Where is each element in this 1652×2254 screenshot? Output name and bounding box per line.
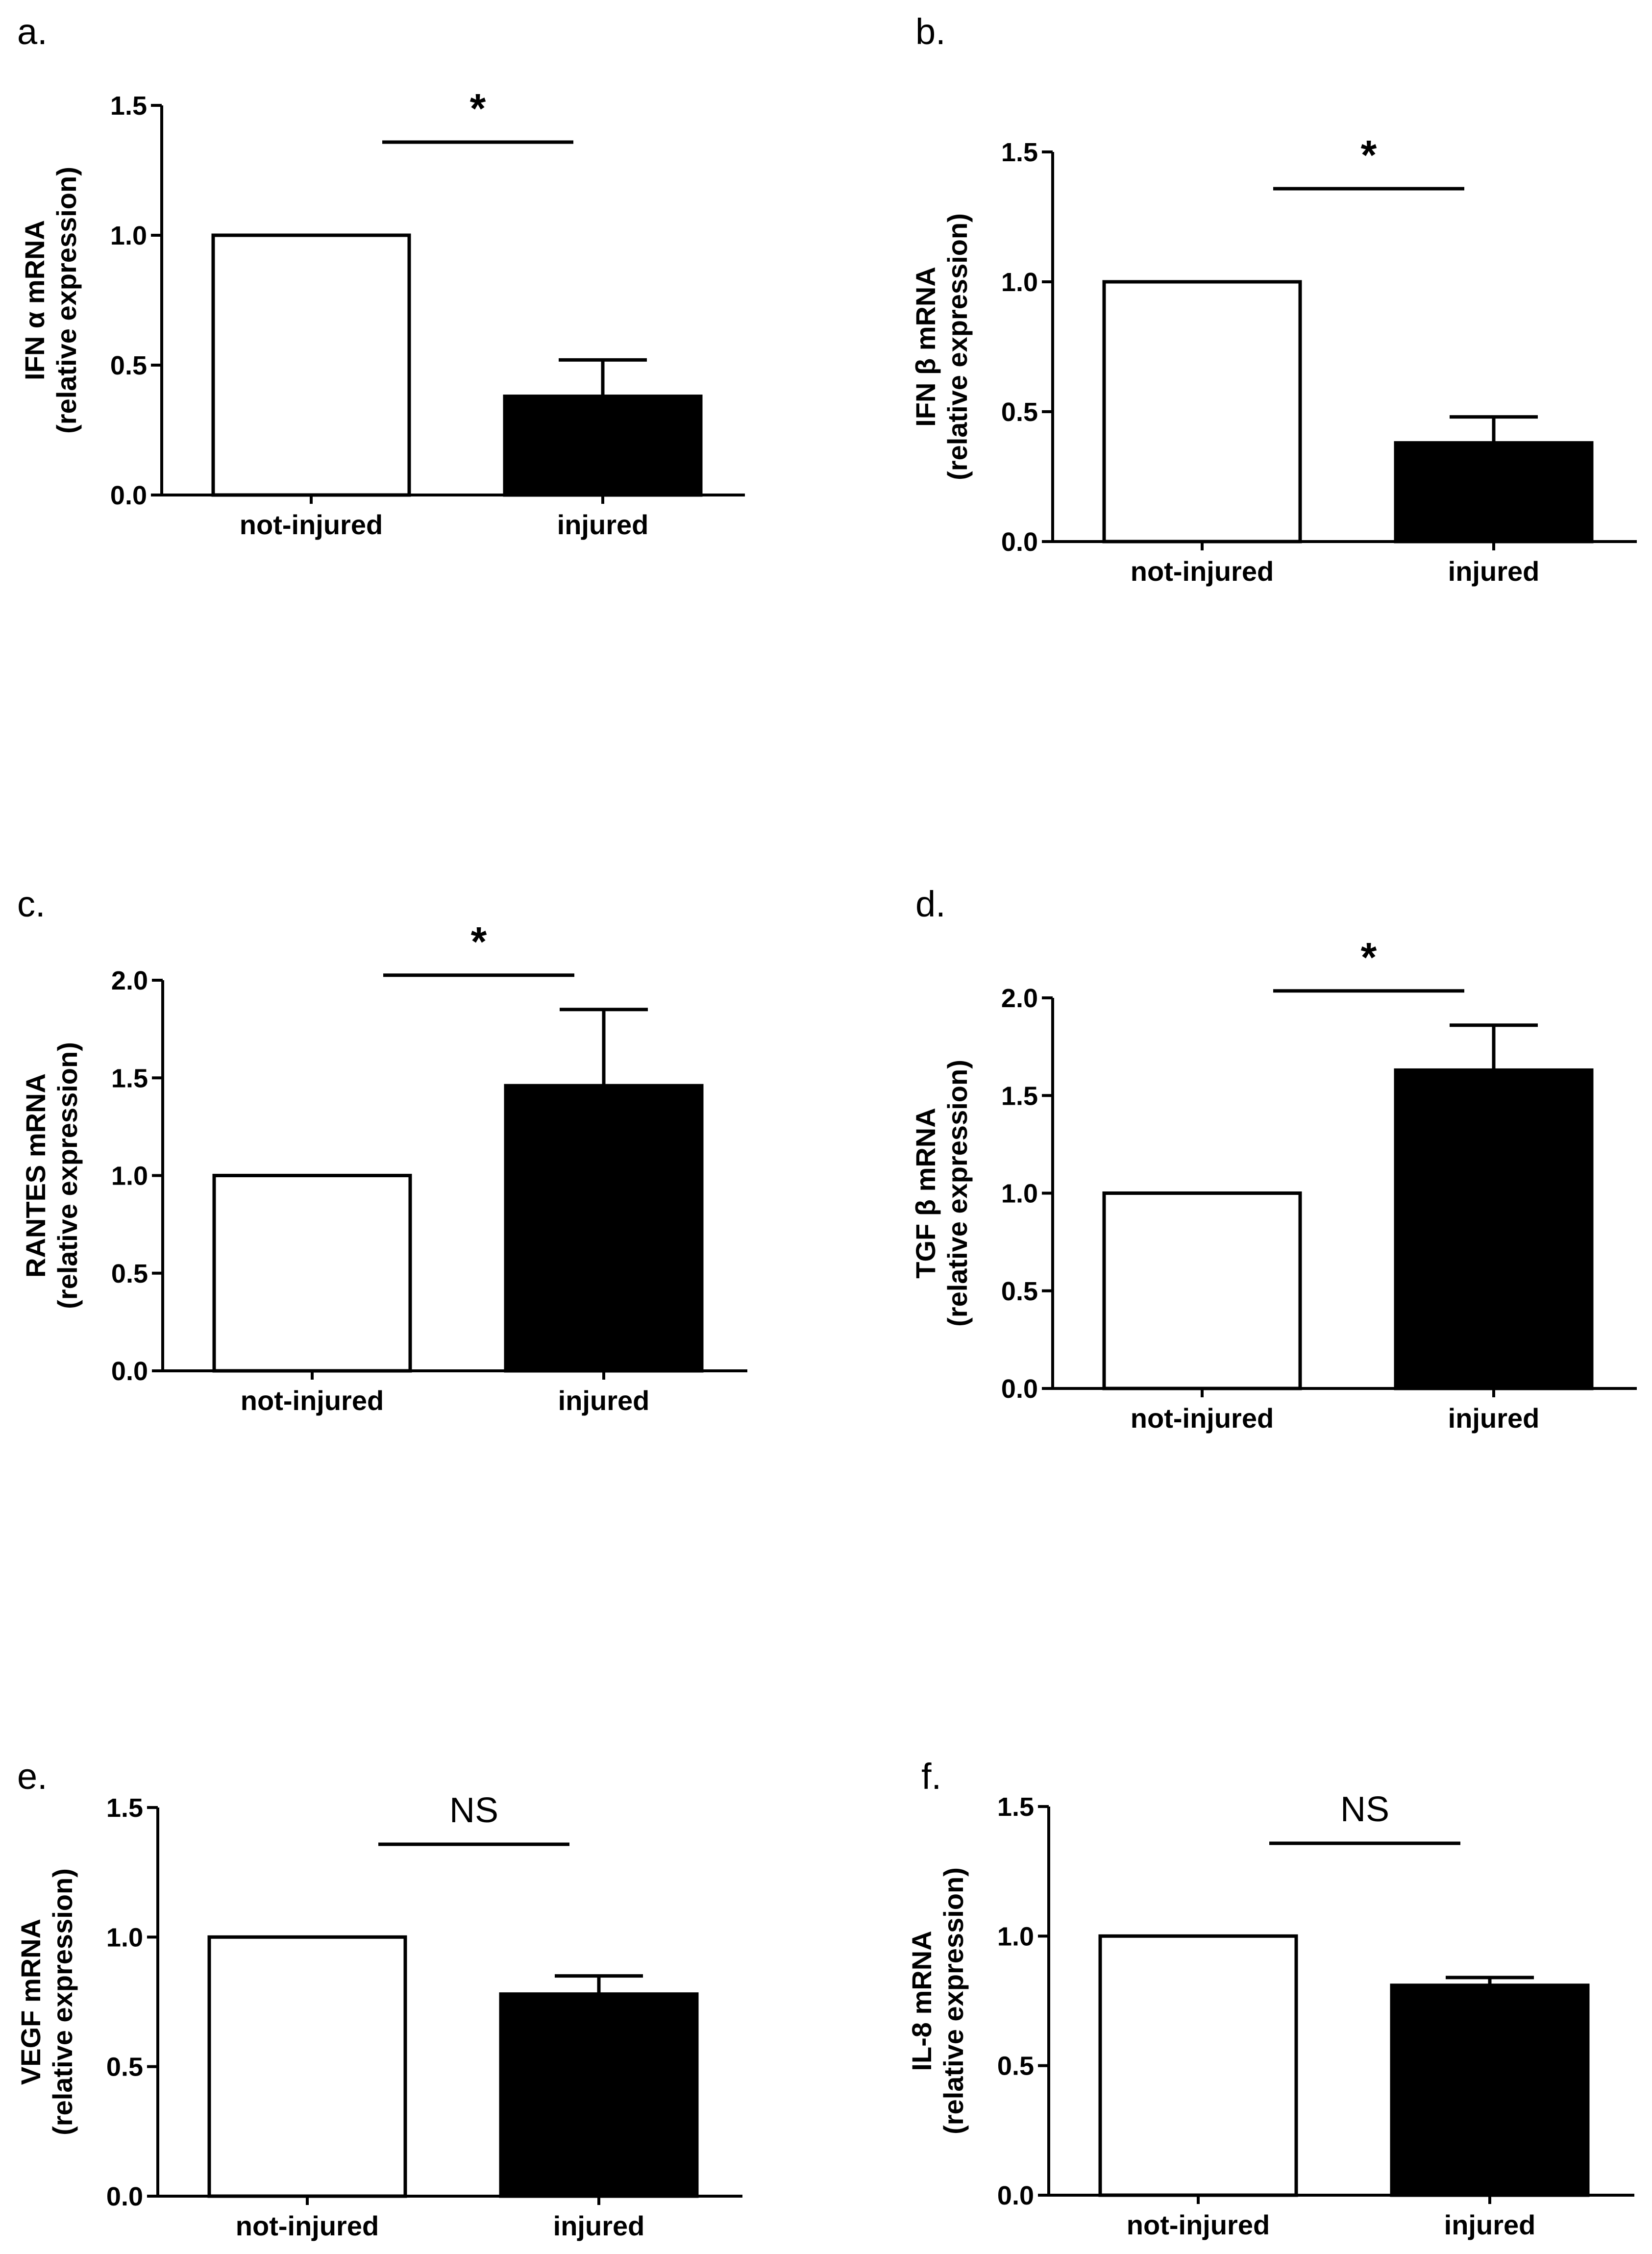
y-tick-label: 0.0 — [111, 1357, 148, 1386]
significance-marker: NS — [1340, 1790, 1389, 1829]
y-tick-label: 0.5 — [106, 2053, 143, 2082]
y-tick-label: 0.5 — [110, 351, 147, 380]
y-tick-label: 2.0 — [111, 966, 148, 995]
panel-label: e. — [17, 1756, 48, 1797]
bar-not-injured — [1098, 1934, 1298, 2197]
y-axis-title: VEGF mRNA — [15, 1919, 46, 2085]
x-tick-label: injured — [558, 1385, 650, 1416]
significance-marker: * — [1361, 132, 1377, 178]
significance-marker: * — [1361, 934, 1377, 980]
significance-marker: * — [470, 85, 486, 131]
bar-not-injured — [211, 233, 411, 497]
y-tick-label: 0.0 — [106, 2182, 143, 2211]
y-tick-label: 0.5 — [1001, 1277, 1038, 1306]
y-tick-label: 0.5 — [111, 1259, 148, 1288]
panel-label: b. — [915, 11, 946, 52]
y-tick-label: 1.5 — [1001, 1081, 1038, 1111]
y-axis-subtitle: (relative expression) — [938, 1867, 969, 2134]
y-tick-label: 0.5 — [997, 2052, 1034, 2081]
panel-label: c. — [17, 884, 46, 924]
x-tick-label: injured — [1444, 2209, 1536, 2240]
x-tick-label: not-injured — [236, 2210, 379, 2241]
y-tick-label: 1.5 — [111, 1064, 148, 1093]
chart-panel-2: b. 0.0 0.5 1.0 1.5 IFN β mRNA (relative expres… — [910, 11, 1637, 587]
bar-injured — [1390, 1983, 1590, 2197]
y-tick-label: 1.0 — [997, 1922, 1034, 1951]
y-tick-label: 0.0 — [1001, 527, 1038, 557]
y-tick-label: 1.5 — [1001, 138, 1038, 167]
y-tick-label: 1.0 — [110, 221, 147, 250]
y-tick-label: 1.0 — [106, 1923, 143, 1952]
y-axis-title: IL-8 mRNA — [906, 1931, 937, 2071]
bar-injured — [1394, 441, 1594, 544]
bar-not-injured — [212, 1174, 412, 1373]
y-axis-subtitle: (relative expression) — [942, 213, 973, 480]
chart-panel-3: c. 0.0 0.5 1.0 1.5 2.0 RANTES mRNA (relative ex… — [17, 884, 747, 1416]
significance-marker: NS — [449, 1791, 498, 1830]
x-tick-label: injured — [553, 2210, 645, 2241]
y-axis-subtitle: (relative expression) — [52, 1042, 83, 1309]
chart-panel-4: d. 0.0 0.5 1.0 1.5 2.0 TGF β mRNA (relative exp… — [910, 884, 1637, 1434]
bar-injured — [499, 1992, 699, 2198]
chart-panel-6: f. 0.0 0.5 1.0 1.5 IL-8 mRNA (relative express… — [906, 1756, 1634, 2240]
y-axis-title: RANTES mRNA — [20, 1073, 51, 1278]
y-axis-title: IFN α mRNA — [19, 220, 50, 380]
y-tick-label: 0.5 — [1001, 397, 1038, 427]
y-tick-label: 1.5 — [997, 1792, 1034, 1822]
y-tick-label: 1.0 — [1001, 268, 1038, 297]
x-tick-label: not-injured — [1131, 556, 1274, 587]
x-tick-label: not-injured — [1127, 2209, 1270, 2240]
x-tick-label: injured — [1448, 1403, 1540, 1434]
x-tick-label: injured — [1448, 556, 1540, 587]
y-tick-label: 1.5 — [110, 91, 147, 121]
bar-injured — [1394, 1068, 1594, 1390]
bar-injured — [504, 1084, 704, 1373]
x-tick-label: not-injured — [241, 1385, 384, 1416]
x-tick-label: not-injured — [1131, 1403, 1274, 1434]
x-tick-label: not-injured — [240, 509, 383, 540]
y-tick-label: 0.0 — [1001, 1374, 1038, 1404]
bar-not-injured — [1102, 1191, 1302, 1390]
bar-not-injured — [207, 1935, 407, 2198]
panel-label: f. — [921, 1756, 941, 1797]
y-axis-subtitle: (relative expression) — [51, 167, 82, 434]
chart-panel-5: e. 0.0 0.5 1.0 1.5 VEGF mRNA (relative express… — [15, 1756, 742, 2241]
y-tick-label: 0.0 — [997, 2181, 1034, 2210]
y-axis-subtitle: (relative expression) — [47, 1868, 78, 2135]
chart-panel-1: a. 0.0 0.5 1.0 1.5 IFN α mRNA (relative expres… — [17, 11, 745, 540]
bar-not-injured — [1102, 280, 1302, 544]
panel-label: d. — [915, 884, 946, 924]
y-tick-label: 2.0 — [1001, 984, 1038, 1013]
y-axis-subtitle: (relative expression) — [942, 1060, 973, 1327]
y-tick-label: 1.0 — [1001, 1179, 1038, 1209]
bar-injured — [503, 395, 703, 497]
y-axis-title: TGF β mRNA — [910, 1108, 941, 1278]
y-tick-label: 1.5 — [106, 1793, 143, 1823]
y-tick-label: 1.0 — [111, 1162, 148, 1191]
panel-label: a. — [17, 11, 48, 52]
y-tick-label: 0.0 — [110, 481, 147, 510]
y-axis-title: IFN β mRNA — [910, 267, 941, 427]
x-tick-label: injured — [557, 509, 649, 540]
significance-marker: * — [471, 918, 487, 965]
